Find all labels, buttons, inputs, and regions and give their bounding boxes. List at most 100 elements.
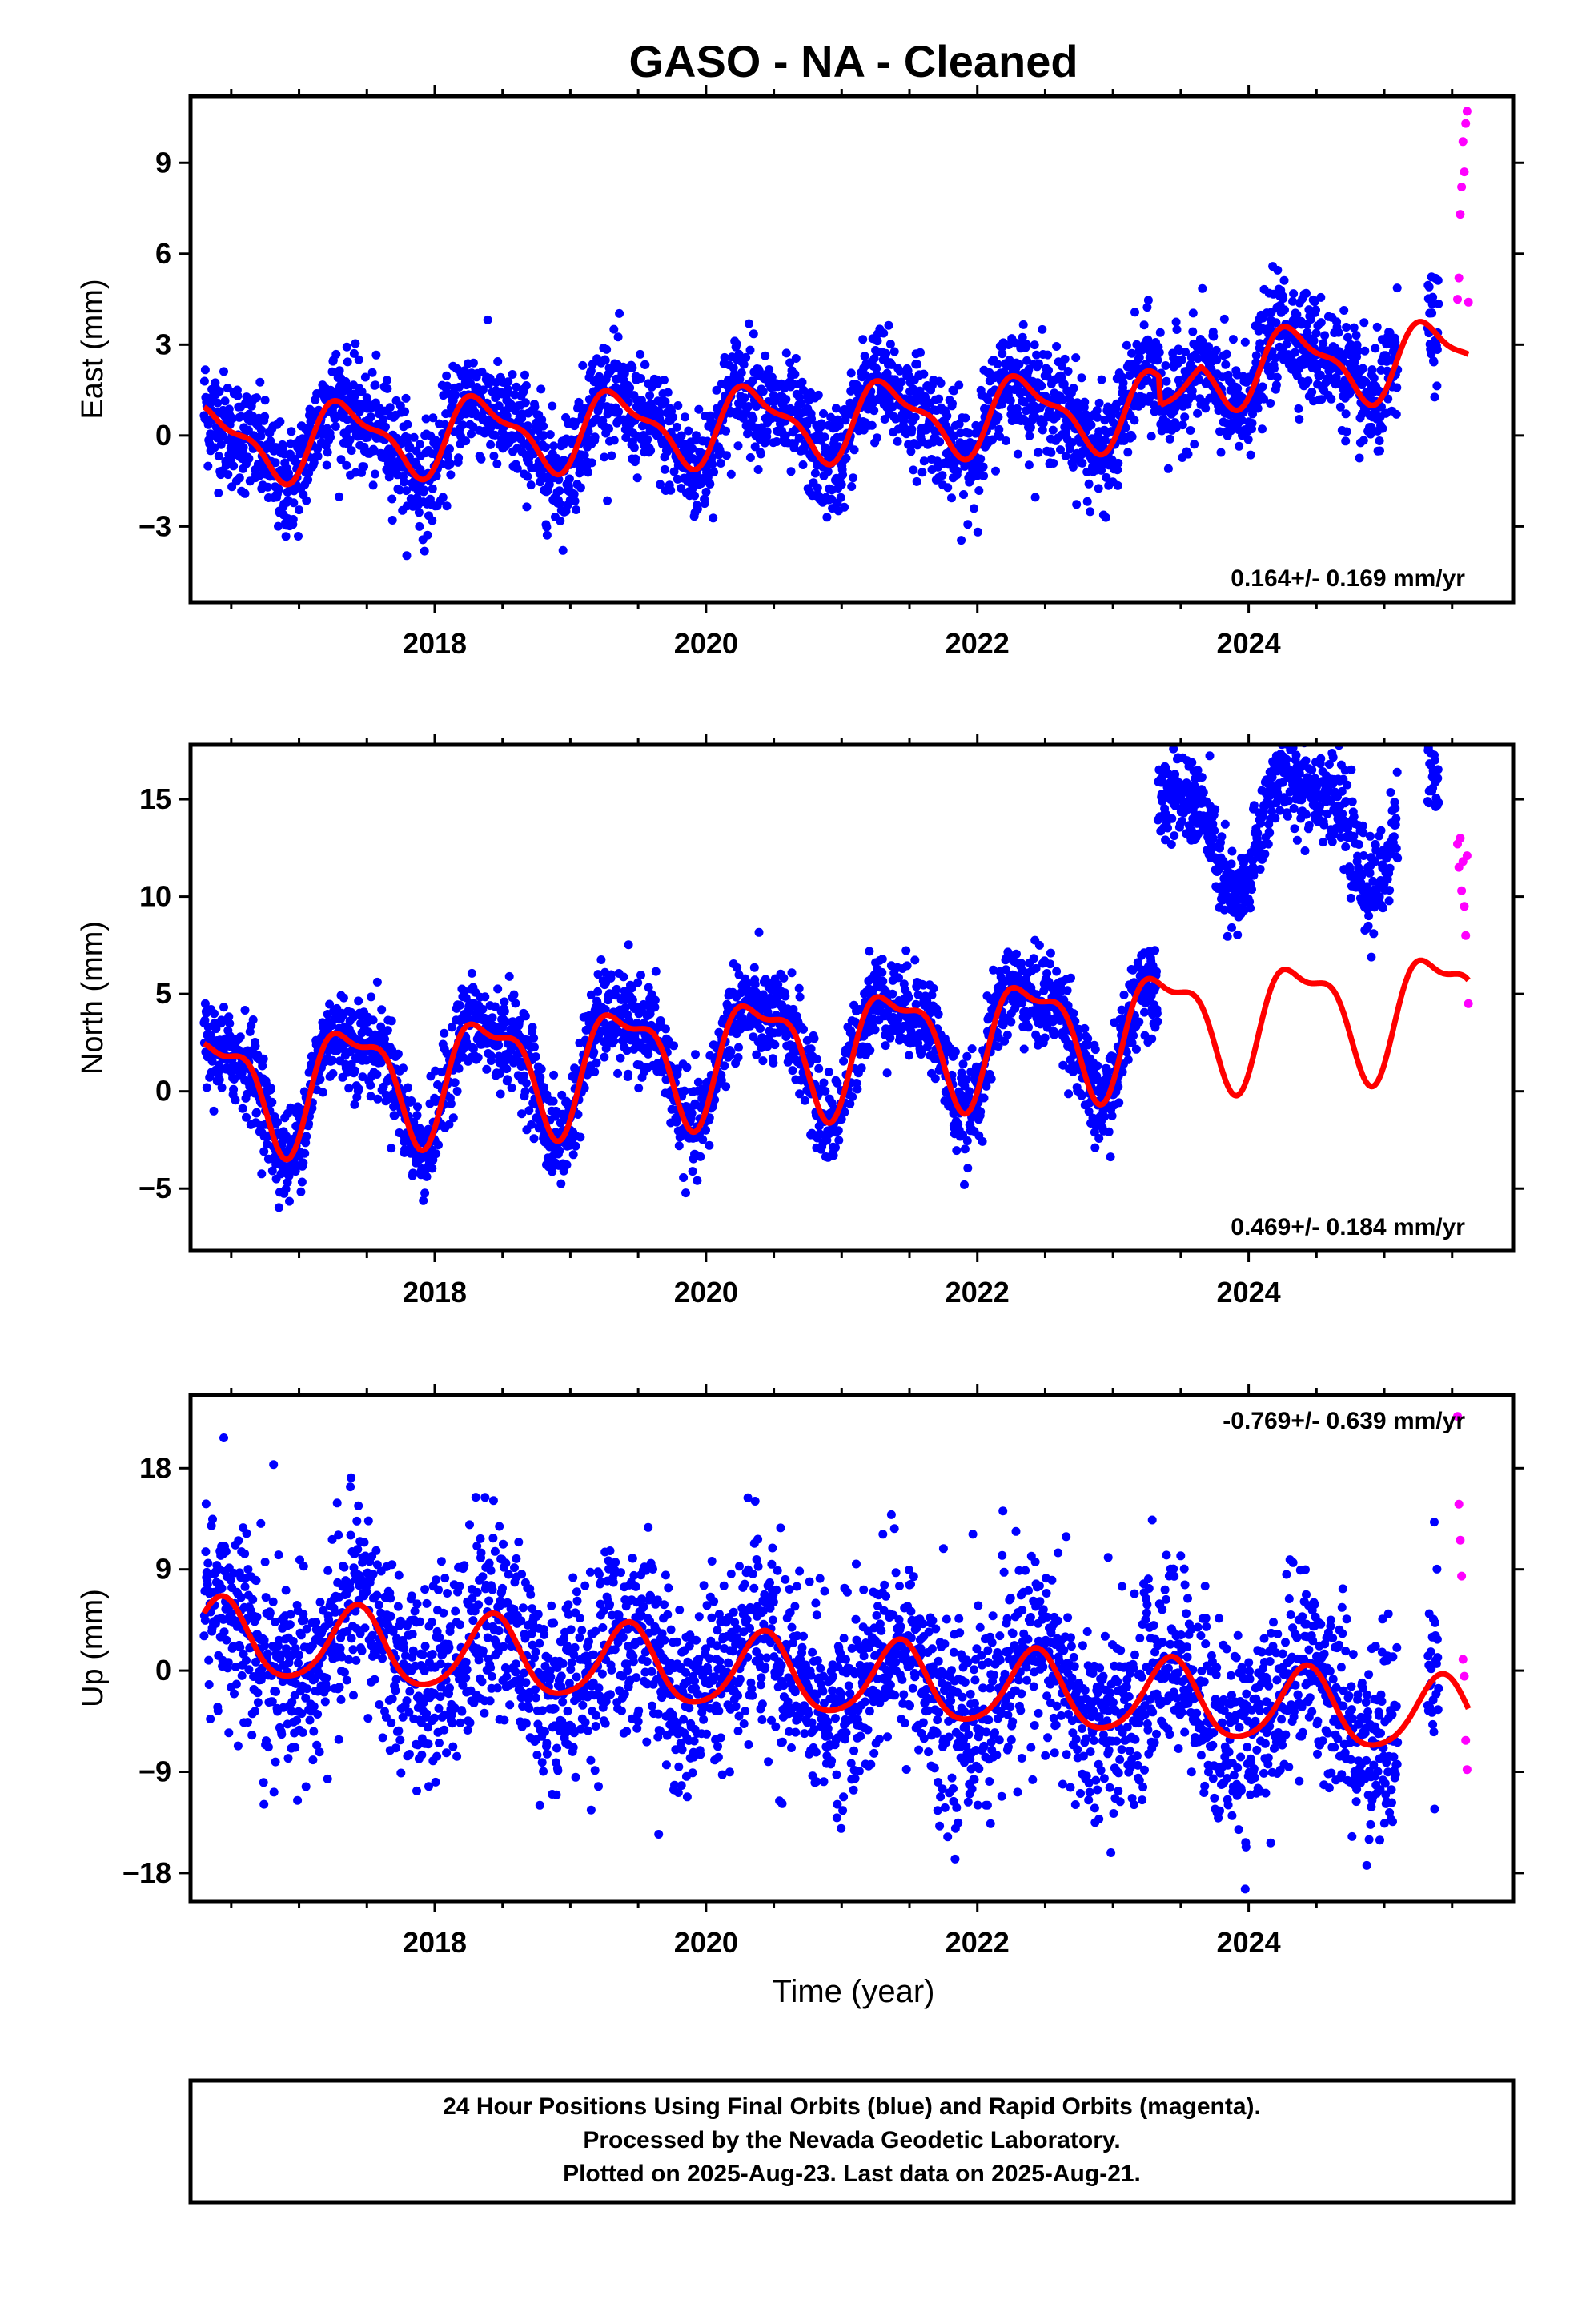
final-point bbox=[1038, 419, 1048, 428]
final-point bbox=[536, 384, 546, 394]
final-point bbox=[1430, 392, 1439, 402]
final-point bbox=[303, 475, 313, 485]
final-point bbox=[831, 404, 841, 413]
final-point bbox=[936, 379, 946, 388]
final-point bbox=[1271, 380, 1281, 390]
final-point bbox=[216, 440, 226, 449]
final-point bbox=[1127, 432, 1137, 441]
final-point bbox=[1375, 436, 1384, 445]
final-point bbox=[331, 422, 340, 431]
final-point bbox=[698, 1135, 708, 1144]
final-point bbox=[326, 432, 335, 442]
final-point bbox=[1045, 406, 1054, 416]
final-point bbox=[255, 377, 265, 387]
final-point bbox=[373, 1094, 383, 1104]
final-point bbox=[456, 1000, 464, 1010]
final-point bbox=[573, 1110, 583, 1119]
final-point bbox=[508, 370, 517, 379]
final-point bbox=[1307, 388, 1317, 396]
final-point bbox=[1187, 386, 1197, 396]
final-point bbox=[580, 1084, 589, 1092]
east-model-line-2 bbox=[1158, 319, 1471, 413]
final-point bbox=[383, 384, 392, 393]
final-point bbox=[621, 433, 631, 442]
final-point bbox=[371, 350, 381, 360]
final-point bbox=[770, 1040, 780, 1050]
final-point bbox=[326, 385, 335, 395]
final-point bbox=[327, 1055, 337, 1065]
rapid-point bbox=[1454, 273, 1464, 283]
final-point bbox=[494, 1040, 504, 1050]
final-point bbox=[1037, 381, 1046, 391]
final-point bbox=[233, 391, 243, 400]
final-point bbox=[1121, 423, 1130, 432]
final-point bbox=[954, 380, 964, 390]
final-point bbox=[978, 462, 988, 472]
final-point bbox=[210, 1009, 219, 1019]
final-point bbox=[200, 999, 210, 1008]
final-point bbox=[1069, 384, 1078, 393]
final-point bbox=[1046, 448, 1056, 457]
final-point bbox=[302, 496, 311, 505]
final-point bbox=[833, 1126, 843, 1136]
final-point bbox=[1227, 424, 1237, 434]
final-point bbox=[1216, 448, 1226, 457]
final-point bbox=[812, 1055, 821, 1064]
final-point bbox=[1375, 446, 1384, 456]
final-point bbox=[584, 468, 592, 477]
final-point bbox=[1102, 472, 1111, 482]
final-point bbox=[400, 407, 410, 416]
final-point bbox=[483, 315, 492, 324]
final-point bbox=[1358, 364, 1367, 373]
final-point bbox=[240, 489, 250, 498]
final-point bbox=[839, 1056, 849, 1066]
final-point bbox=[1162, 417, 1171, 427]
final-point bbox=[285, 1196, 294, 1206]
final-point bbox=[1142, 303, 1152, 312]
final-point bbox=[1101, 513, 1110, 522]
final-point bbox=[1320, 331, 1330, 340]
final-point bbox=[523, 472, 532, 481]
final-point bbox=[1355, 453, 1364, 463]
final-point bbox=[403, 1083, 412, 1092]
final-point bbox=[512, 382, 521, 392]
final-point bbox=[781, 348, 791, 358]
final-point bbox=[256, 432, 266, 441]
final-point bbox=[1366, 429, 1375, 439]
final-point bbox=[756, 1024, 765, 1033]
final-point bbox=[274, 485, 283, 494]
final-point bbox=[651, 967, 661, 976]
final-point bbox=[750, 979, 760, 989]
final-point bbox=[251, 1041, 260, 1051]
final-point bbox=[1211, 345, 1221, 355]
final-point bbox=[393, 1049, 403, 1059]
final-point bbox=[540, 1083, 549, 1092]
final-point bbox=[853, 1084, 862, 1094]
final-point bbox=[779, 973, 789, 983]
final-point bbox=[307, 406, 316, 416]
final-point bbox=[734, 1043, 743, 1052]
final-point bbox=[938, 471, 947, 480]
final-point bbox=[294, 532, 303, 541]
final-point bbox=[1243, 435, 1253, 444]
final-point bbox=[740, 393, 749, 403]
final-point bbox=[722, 451, 731, 460]
final-point bbox=[299, 1158, 308, 1168]
final-point bbox=[275, 417, 285, 427]
final-point bbox=[592, 414, 601, 424]
final-point bbox=[263, 482, 272, 492]
final-point bbox=[1279, 275, 1289, 285]
final-point bbox=[1030, 493, 1040, 502]
final-point bbox=[840, 502, 849, 512]
final-point bbox=[1302, 288, 1311, 298]
final-point bbox=[909, 465, 918, 475]
final-point bbox=[781, 991, 790, 1001]
final-point bbox=[858, 335, 868, 344]
final-point bbox=[794, 983, 804, 993]
final-point bbox=[1258, 382, 1267, 392]
final-point bbox=[1392, 283, 1402, 293]
final-point bbox=[959, 490, 968, 499]
final-point bbox=[367, 992, 376, 1002]
